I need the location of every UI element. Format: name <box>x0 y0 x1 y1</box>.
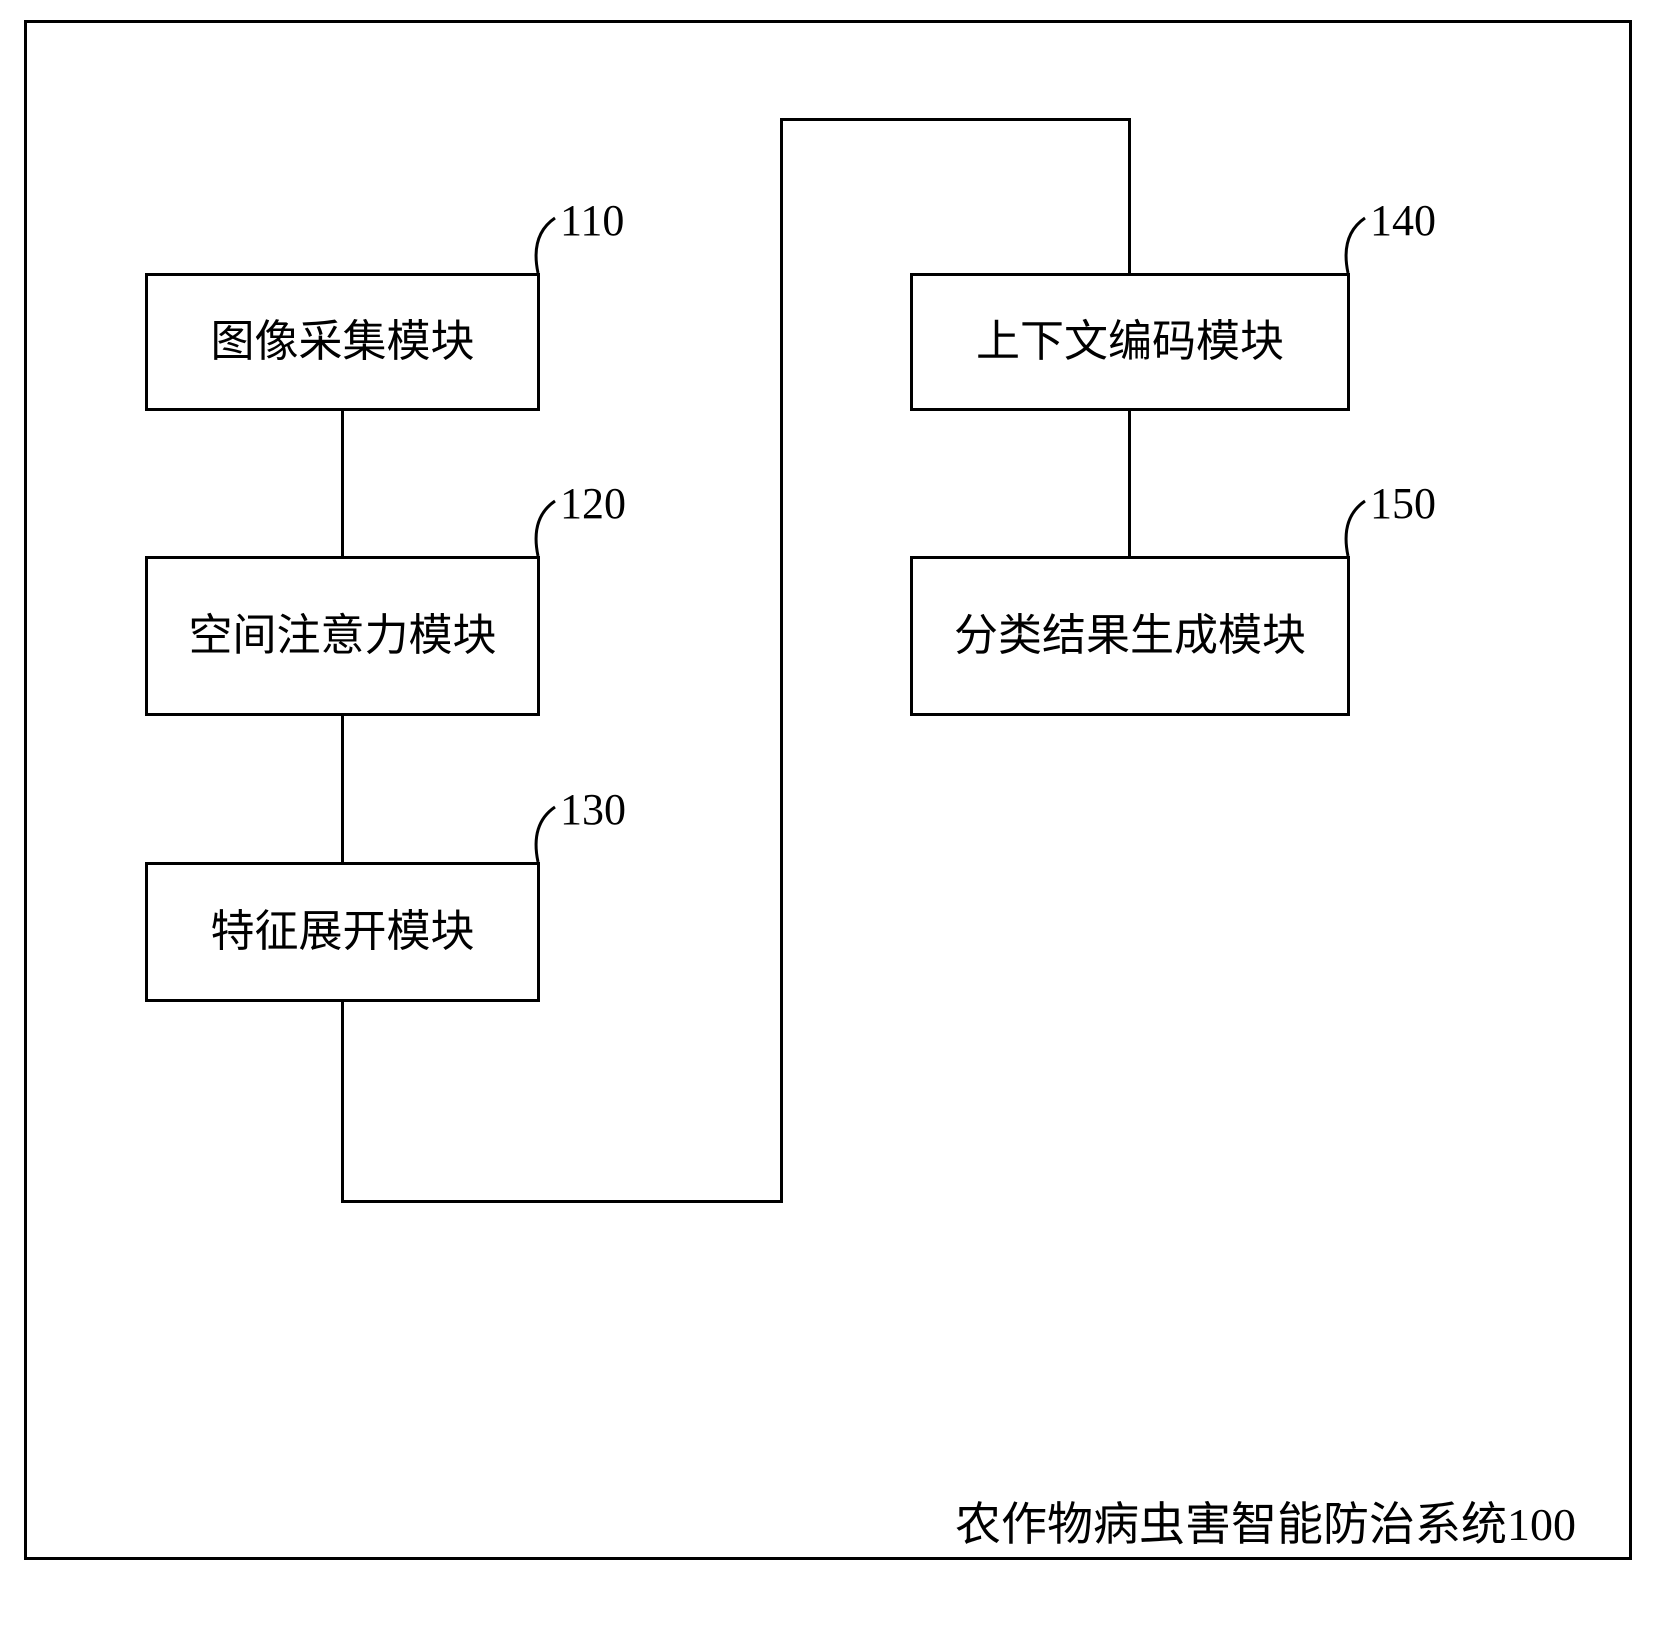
edge-120-130 <box>341 716 344 862</box>
ref-number: 150 <box>1370 478 1436 529</box>
module-context-encoding: 上下文编码模块 <box>910 273 1350 411</box>
ref-number: 110 <box>560 195 624 246</box>
module-label: 图像采集模块 <box>211 313 475 370</box>
edge-110-120 <box>341 411 344 556</box>
edge-130-140-seg1 <box>341 1002 344 1200</box>
module-spatial-attention: 空间注意力模块 <box>145 556 540 716</box>
edge-130-140-seg3 <box>780 118 783 1203</box>
edge-130-140-seg5 <box>1128 118 1131 273</box>
ref-number: 130 <box>560 784 626 835</box>
edge-130-140-seg2 <box>341 1200 783 1203</box>
edge-130-140-seg4 <box>780 118 1130 121</box>
module-label: 上下文编码模块 <box>976 313 1284 370</box>
ref-number: 140 <box>1370 195 1436 246</box>
module-label: 分类结果生成模块 <box>954 607 1306 664</box>
module-label: 特征展开模块 <box>211 903 475 960</box>
edge-140-150 <box>1128 411 1131 556</box>
module-label: 空间注意力模块 <box>189 607 497 664</box>
module-classification-result: 分类结果生成模块 <box>910 556 1350 716</box>
ref-number: 120 <box>560 478 626 529</box>
module-feature-expansion: 特征展开模块 <box>145 862 540 1002</box>
diagram-caption: 农作物病虫害智能防治系统100 <box>955 1488 1576 1554</box>
diagram-outer-border <box>24 20 1632 1560</box>
module-image-acquisition: 图像采集模块 <box>145 273 540 411</box>
